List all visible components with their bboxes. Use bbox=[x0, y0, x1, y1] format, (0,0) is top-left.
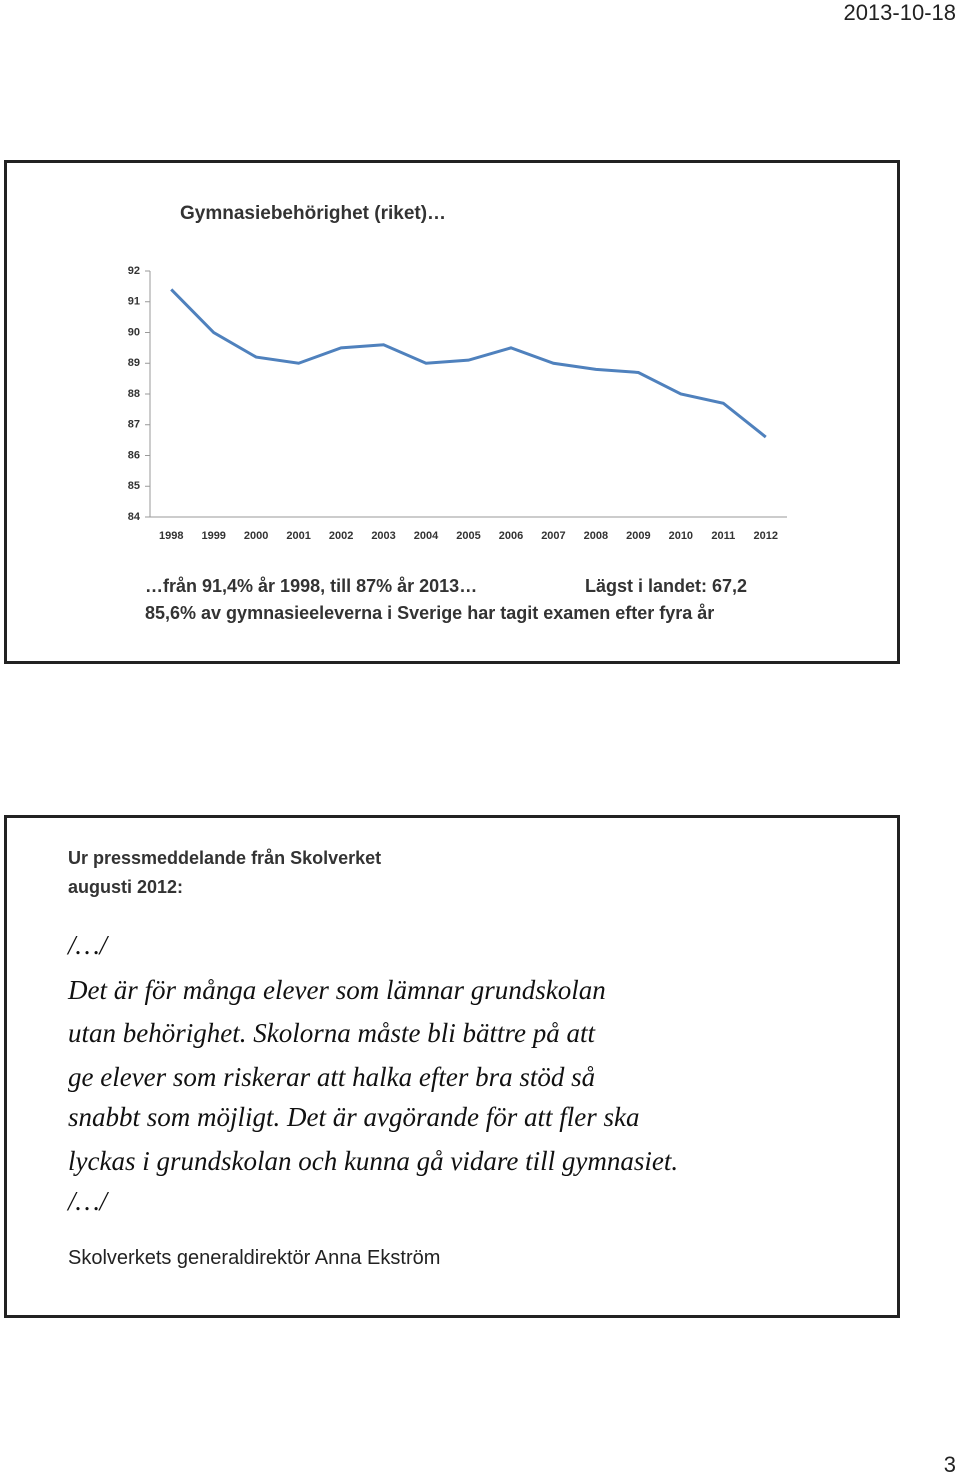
x-tick-label: 2008 bbox=[584, 530, 608, 542]
quote-line: Det är för många elever som lämnar grund… bbox=[68, 975, 606, 1005]
x-tick-label: 2005 bbox=[456, 530, 480, 542]
x-tick-label: 2004 bbox=[414, 530, 439, 542]
x-tick-label: 2003 bbox=[371, 530, 395, 542]
slide-frame bbox=[4, 160, 900, 664]
chart-title: Gymnasiebehörighet (riket)… bbox=[180, 203, 447, 224]
slide-frame bbox=[4, 815, 900, 1318]
quote-line: ge elever som riskerar att halka efter b… bbox=[68, 1062, 596, 1092]
header-date: 2013-10-18 bbox=[843, 0, 956, 25]
x-tick-label: 2001 bbox=[286, 530, 310, 542]
x-tick-label: 2009 bbox=[626, 530, 650, 542]
x-tick-label: 2010 bbox=[669, 530, 693, 542]
caption: Lägst i landet: 67,2 bbox=[585, 576, 748, 596]
y-tick-label: 92 bbox=[128, 265, 140, 277]
y-tick-label: 90 bbox=[128, 326, 140, 338]
x-tick-label: 2002 bbox=[329, 530, 353, 542]
y-tick-label: 89 bbox=[128, 357, 140, 369]
y-tick-label: 91 bbox=[128, 296, 140, 308]
signature: Skolverkets generaldirektör Anna Ekström bbox=[68, 1247, 441, 1269]
y-tick-label: 86 bbox=[128, 449, 140, 461]
heading: augusti 2012: bbox=[68, 877, 184, 897]
x-tick-label: 1999 bbox=[201, 530, 225, 542]
chart: 84 85 86 87 88 89 90 91 92 1998 1999 2000 2001 2002 20… bbox=[128, 265, 787, 542]
quote-line: lyckas i grundskolan och kunna gå vidare… bbox=[68, 1146, 679, 1176]
quote-line: utan behörighet. Skolorna måste bli bätt… bbox=[68, 1018, 595, 1048]
y-tick-label: 85 bbox=[128, 480, 140, 492]
y-tick-label: 84 bbox=[128, 511, 141, 523]
page-number: 3 bbox=[943, 1452, 956, 1477]
caption: …från 91,4% år 1998, till 87% år 2013… bbox=[145, 576, 478, 596]
heading: Ur pressmeddelande från Skolverket bbox=[68, 848, 382, 868]
x-tick-label: 2000 bbox=[244, 530, 268, 542]
x-tick-label: 2006 bbox=[499, 530, 523, 542]
quote-line: snabbt som möjligt. Det är avgörande för… bbox=[68, 1102, 640, 1132]
x-tick-label: 1998 bbox=[159, 530, 183, 542]
line-series bbox=[170, 288, 767, 439]
y-tick-label: 87 bbox=[128, 419, 140, 431]
x-tick-label: 2007 bbox=[541, 530, 565, 542]
y-tick-label: 88 bbox=[128, 388, 140, 400]
quote-line: /…/ bbox=[68, 930, 108, 960]
x-tick-label: 2012 bbox=[754, 530, 778, 542]
caption: 85,6% av gymnasieeleverna i Sverige har … bbox=[145, 603, 715, 623]
x-tick-label: 2011 bbox=[711, 530, 735, 542]
quote-line: /…/ bbox=[68, 1186, 108, 1216]
